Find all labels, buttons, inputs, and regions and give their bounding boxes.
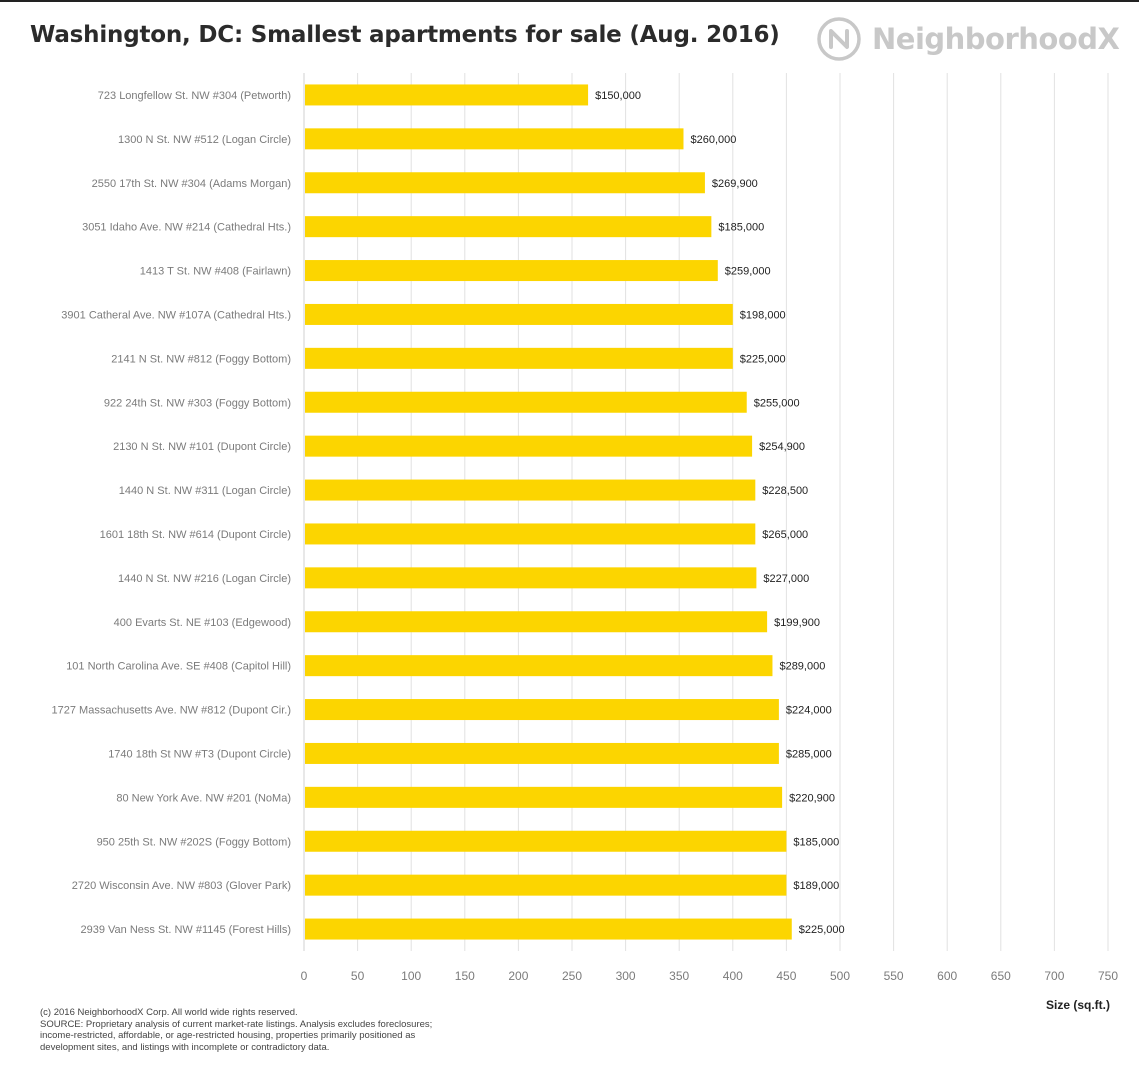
source-line: development sites, and listings with inc…: [40, 1041, 330, 1053]
bar: [305, 567, 757, 589]
x-axis-label: Size (sq.ft.): [1045, 998, 1110, 1012]
category-label: 1740 18th St NW #T3 (Dupont Circle): [108, 748, 291, 760]
bar: [305, 128, 684, 150]
data-label: $227,000: [763, 573, 809, 585]
bar: [305, 786, 783, 808]
bar: [305, 347, 733, 369]
data-label: $198,000: [740, 309, 786, 321]
data-label: $189,000: [793, 880, 839, 892]
data-label: $260,000: [690, 134, 736, 146]
data-label: $225,000: [740, 353, 786, 365]
category-label: 723 Longfellow St. NW #304 (Petworth): [98, 90, 291, 102]
x-tick-label: 400: [723, 969, 743, 983]
category-label: 950 25th St. NW #202S (Foggy Bottom): [97, 836, 291, 848]
category-label: 922 24th St. NW #303 (Foggy Bottom): [104, 397, 291, 409]
bar: [305, 742, 779, 764]
x-tick-label: 300: [616, 969, 636, 983]
x-tick-label: 350: [669, 969, 689, 983]
data-label: $185,000: [793, 836, 839, 848]
bar: [305, 303, 733, 325]
data-label: $269,900: [712, 178, 758, 190]
x-tick-label: 200: [508, 969, 528, 983]
category-label: 1601 18th St. NW #614 (Dupont Circle): [100, 529, 291, 541]
bar: [305, 699, 779, 721]
category-label: 1440 N St. NW #216 (Logan Circle): [118, 573, 291, 585]
x-tick-label: 100: [401, 969, 421, 983]
bar: [305, 260, 718, 282]
x-tick-label: 650: [991, 969, 1011, 983]
data-label: $225,000: [799, 924, 845, 936]
x-tick-label: 450: [776, 969, 796, 983]
category-label: 80 New York Ave. NW #201 (NoMa): [116, 792, 291, 804]
x-tick-label: 550: [884, 969, 904, 983]
data-label: $185,000: [718, 222, 764, 234]
category-label: 2939 Van Ness St. NW #1145 (Forest Hills…: [80, 924, 291, 936]
category-label: 2550 17th St. NW #304 (Adams Morgan): [92, 178, 291, 190]
bar: [305, 84, 589, 106]
category-label: 3901 Catheral Ave. NW #107A (Cathedral H…: [61, 309, 291, 321]
x-tick-label: 250: [562, 969, 582, 983]
data-label: $150,000: [595, 90, 641, 102]
brand-logo: NeighborhoodX: [816, 16, 1120, 62]
category-label: 2130 N St. NW #101 (Dupont Circle): [113, 441, 291, 453]
data-label: $255,000: [754, 397, 800, 409]
bar: [305, 655, 773, 677]
neighborhoodx-logo-icon: [817, 17, 861, 61]
category-label: 400 Evarts St. NE #103 (Edgewood): [114, 617, 291, 629]
bar: [305, 435, 753, 457]
bar: [305, 918, 792, 940]
bar: [305, 479, 756, 501]
bar: [305, 216, 712, 238]
bar: [305, 874, 787, 896]
chart-title: Washington, DC: Smallest apartments for …: [30, 22, 780, 48]
bar: [305, 523, 756, 545]
bar: [305, 391, 747, 413]
x-tick-label: 150: [455, 969, 475, 983]
footer-notes: (c) 2016 NeighborhoodX Corp. All world w…: [40, 1007, 480, 1053]
copyright-notice: (c) 2016 NeighborhoodX Corp. All world w…: [40, 1007, 298, 1018]
x-tick-label: 0: [301, 969, 308, 983]
data-label: $220,900: [789, 792, 835, 804]
x-tick-label: 500: [830, 969, 850, 983]
category-label: 1300 N St. NW #512 (Logan Circle): [118, 134, 291, 146]
category-label: 2720 Wisconsin Ave. NW #803 (Glover Park…: [72, 880, 291, 892]
category-label: 1440 N St. NW #311 (Logan Circle): [119, 485, 291, 497]
category-label: 1727 Massachusetts Ave. NW #812 (Dupont …: [52, 705, 291, 717]
source-line: SOURCE: Proprietary analysis of current …: [40, 1018, 433, 1030]
x-tick-label: 50: [351, 969, 365, 983]
top-rule: [0, 0, 1139, 2]
data-label: $285,000: [786, 748, 832, 760]
x-tick-label: 700: [1044, 969, 1064, 983]
bar: [305, 611, 768, 633]
source-line: income-restricted, affordable, or age-re…: [40, 1030, 416, 1041]
data-label: $228,500: [762, 485, 808, 497]
category-label: 2141 N St. NW #812 (Foggy Bottom): [111, 353, 291, 365]
bar: [305, 172, 705, 194]
data-label: $259,000: [725, 266, 771, 278]
category-label: 101 North Carolina Ave. SE #408 (Capitol…: [66, 661, 291, 673]
x-tick-label: 600: [937, 969, 957, 983]
data-label: $254,900: [759, 441, 805, 453]
data-label: $289,000: [779, 661, 825, 673]
data-label: $224,000: [786, 705, 832, 717]
bar: [305, 830, 787, 852]
bar-chart: 0 50 100 150 200 250 300 350 400 450 500 550 600 650 7…: [52, 73, 1118, 983]
x-tick-label: 750: [1098, 969, 1118, 983]
data-label: $199,900: [774, 617, 820, 629]
category-label: 1413 T St. NW #408 (Fairlawn): [140, 266, 291, 278]
category-label: 3051 Idaho Ave. NW #214 (Cathedral Hts.): [82, 222, 291, 234]
data-label: $265,000: [762, 529, 808, 541]
logo-wordmark: NeighborhoodX: [872, 22, 1120, 56]
